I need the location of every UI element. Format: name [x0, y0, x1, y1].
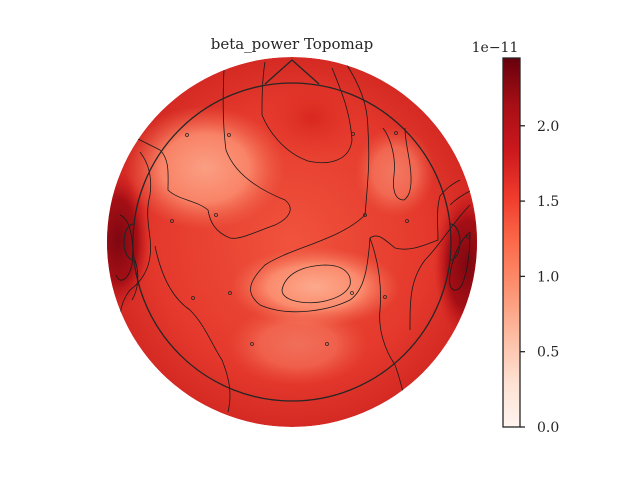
contour-line	[261, 61, 353, 164]
contour-line	[154, 245, 231, 413]
right-ear-outline	[449, 223, 461, 261]
chart-title: beta_power Topomap	[211, 35, 374, 53]
colorbar-gradient	[503, 58, 520, 427]
colorbar-frame	[502, 57, 521, 428]
colorbar-tick-label: 1.5	[537, 194, 559, 210]
head-outline-group	[123, 59, 461, 402]
sensor-marker	[325, 342, 329, 346]
contour-line	[449, 189, 473, 206]
sensor-marker	[170, 219, 174, 223]
contour-line	[250, 61, 461, 313]
topomap-field	[107, 57, 477, 427]
field-high-left	[107, 170, 150, 310]
colorbar-offset-label: 1e−11	[472, 40, 519, 56]
nose-outline	[264, 59, 320, 85]
colorbar-tick-label: 2.0	[537, 119, 559, 135]
left-ear-outline	[123, 223, 135, 261]
sensor-marker	[250, 342, 254, 346]
sensor-marker	[350, 291, 354, 295]
sensor-marker	[363, 213, 367, 217]
sensor-marker	[185, 133, 189, 137]
contour-line	[281, 264, 351, 304]
sensor-markers	[170, 131, 470, 346]
field-low-upper-left	[125, 106, 285, 230]
colorbar: 1e−11 0.0 0.5 1.0 1.5 2.0	[472, 40, 560, 436]
sensor-marker	[228, 291, 232, 295]
sensor-marker	[466, 235, 470, 239]
colorbar-tick-label: 1.0	[537, 269, 559, 285]
contour-line	[409, 204, 471, 331]
field-high-front	[257, 73, 367, 163]
sensor-marker	[394, 131, 398, 135]
contour-line	[129, 69, 291, 239]
sensor-marker	[191, 296, 195, 300]
head-outline	[132, 82, 452, 402]
sensor-marker	[383, 295, 387, 299]
field-low-center	[230, 247, 400, 327]
colorbar-tick-label: 0.0	[537, 420, 559, 436]
colorbar-tick-label: 0.5	[537, 345, 559, 361]
contour-line	[119, 151, 152, 331]
sensor-marker	[351, 132, 355, 136]
sensor-marker	[227, 133, 231, 137]
contour-line	[115, 214, 134, 281]
colorbar-ticks: 0.0 0.5 1.0 1.5 2.0	[520, 119, 559, 436]
sensor-marker	[405, 219, 409, 223]
contour-line	[449, 231, 471, 291]
field-low-upper-mid	[355, 127, 435, 217]
sensor-marker	[214, 213, 218, 217]
contour-line	[369, 237, 406, 399]
field-high-right	[434, 190, 477, 340]
contour-lines	[115, 61, 473, 413]
field-low-lower-center	[228, 305, 368, 385]
contour-line	[382, 127, 412, 201]
